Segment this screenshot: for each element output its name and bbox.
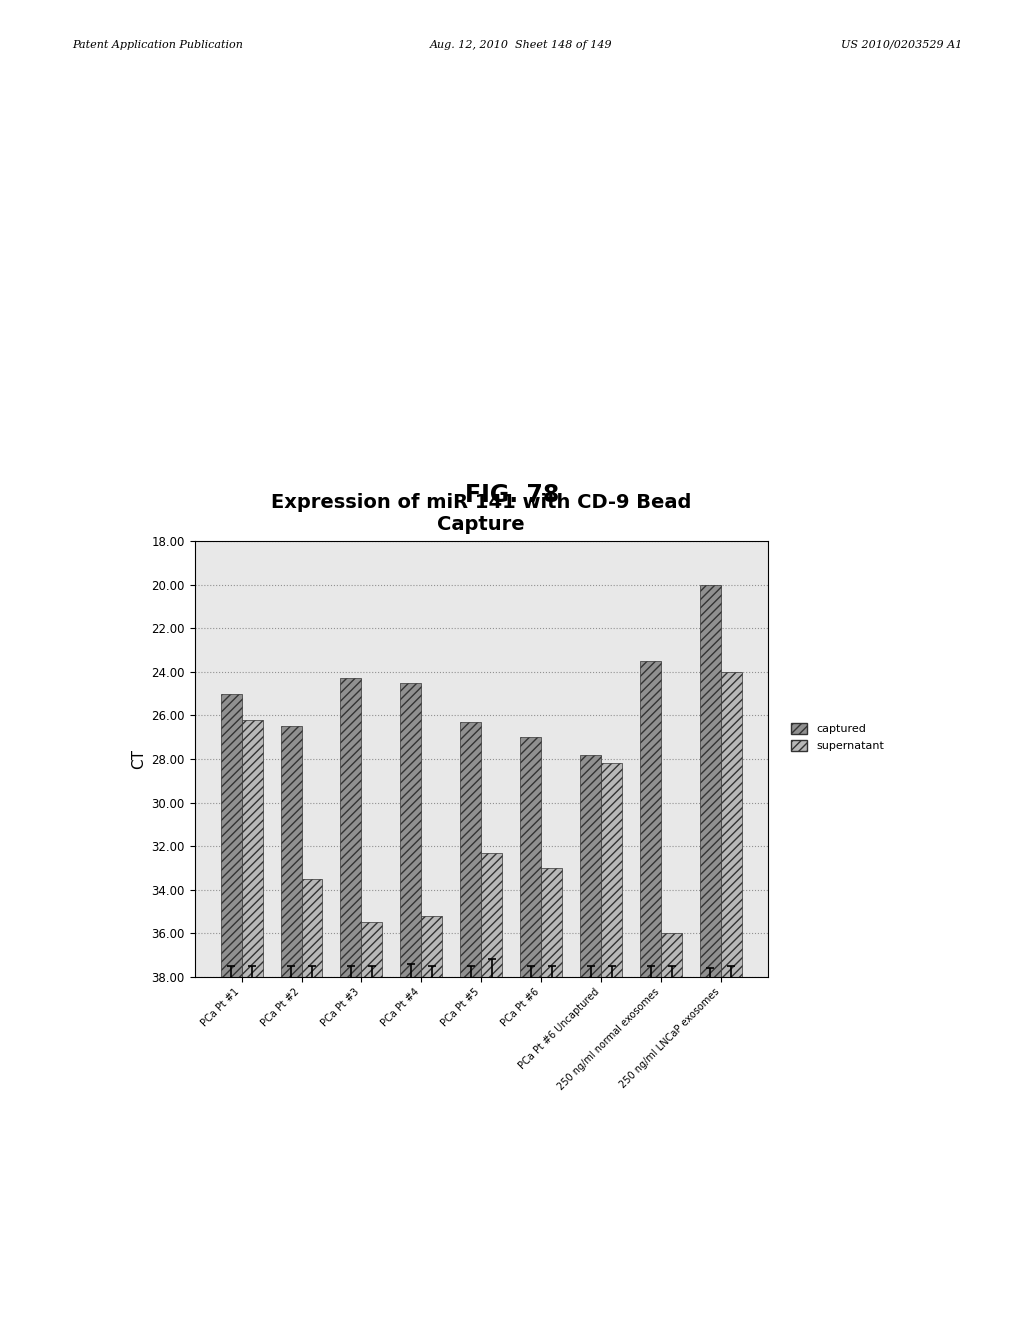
Legend: captured, supernatant: captured, supernatant [791,723,884,751]
Text: Patent Application Publication: Patent Application Publication [72,40,243,50]
Bar [481,853,502,977]
Bar [721,672,742,977]
Bar [542,869,562,977]
Bar [461,722,481,977]
Text: FIG. 78: FIG. 78 [465,483,559,507]
Bar [220,694,242,977]
Bar [601,763,623,977]
Bar [421,916,442,977]
Bar [340,678,361,977]
Bar [700,585,721,977]
Y-axis label: CT: CT [131,748,145,770]
Bar [581,755,601,977]
Bar [400,682,421,977]
Bar [281,726,301,977]
Bar [242,719,262,977]
Text: Aug. 12, 2010  Sheet 148 of 149: Aug. 12, 2010 Sheet 148 of 149 [430,40,612,50]
Title: Expression of miR 141 with CD-9 Bead
Capture: Expression of miR 141 with CD-9 Bead Cap… [271,494,691,535]
Text: US 2010/0203529 A1: US 2010/0203529 A1 [842,40,963,50]
Bar [361,923,382,977]
Bar [301,879,323,977]
Bar [662,933,682,977]
Bar [640,661,662,977]
Bar [520,737,542,977]
